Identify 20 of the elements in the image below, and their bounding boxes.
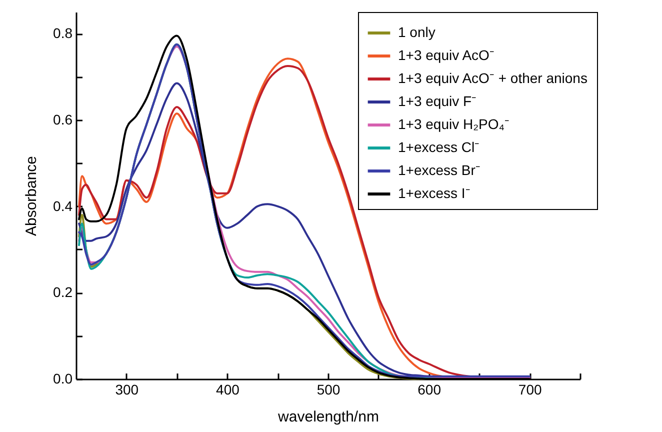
x-tick-label: 600 (418, 382, 442, 398)
y-tick-label: 0.8 (53, 25, 73, 42)
x-tick-label: 400 (216, 382, 240, 398)
x-axis-title: wavelength/nm (277, 408, 379, 426)
legend-label: 1+3 equiv H₂PO₄⁻ (398, 116, 510, 132)
legend-label: 1+excess Cl⁻ (398, 139, 480, 155)
legend-label: 1 only (398, 24, 436, 40)
y-tick-label: 0.2 (53, 284, 73, 300)
legend-label: 1+3 equiv AcO⁻ (398, 47, 494, 63)
x-tick-label: 500 (316, 382, 340, 398)
x-tick-label: 300 (115, 382, 139, 398)
legend-label: 1+excess I⁻ (398, 185, 470, 201)
x-tick-label: 700 (518, 382, 542, 398)
legend-label: 1+excess Br⁻ (398, 162, 480, 178)
y-tick-label: 0.6 (53, 111, 73, 128)
y-axis-title: Absorbance (23, 156, 40, 236)
legend-label: 1+3 equiv AcO⁻ + other anions (398, 70, 588, 86)
legend-label: 1+3 equiv F⁻ (398, 93, 477, 109)
y-tick-label: 0.0 (53, 370, 73, 386)
y-tick-label: 0.4 (53, 198, 73, 214)
